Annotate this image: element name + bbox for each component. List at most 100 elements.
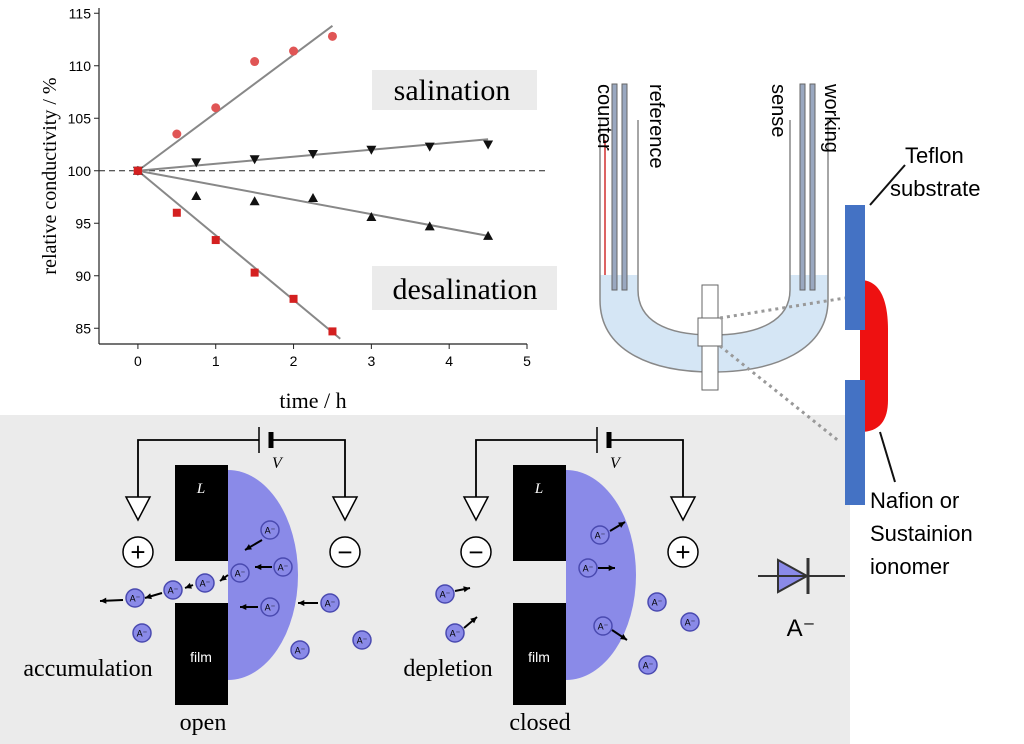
arrow-head bbox=[463, 586, 470, 593]
ion-label: A⁻ bbox=[595, 531, 606, 541]
ion-label: A⁻ bbox=[130, 594, 141, 604]
fit-line bbox=[137, 169, 341, 340]
state-label: open bbox=[180, 710, 227, 736]
ion-label: A⁻ bbox=[450, 629, 461, 639]
x-axis-label: time / h bbox=[279, 388, 346, 413]
x-tick-label: 0 bbox=[134, 353, 142, 369]
ion bbox=[578, 558, 598, 578]
length-label: L bbox=[534, 481, 543, 497]
point bbox=[424, 142, 435, 152]
ionomer-label: Sustainion bbox=[870, 521, 973, 546]
ion-label: A⁻ bbox=[168, 586, 179, 596]
annotation-box bbox=[372, 70, 537, 110]
y-tick-label: 85 bbox=[75, 320, 91, 336]
electrode-sign bbox=[122, 536, 154, 568]
annotation: desalination bbox=[393, 273, 538, 306]
annotation: salination bbox=[394, 74, 511, 107]
pointer bbox=[879, 431, 896, 483]
electrolyte bbox=[600, 275, 828, 372]
point bbox=[483, 230, 494, 240]
arrow-head bbox=[298, 599, 305, 607]
arrow-head bbox=[618, 522, 625, 528]
ion bbox=[290, 640, 310, 660]
arrow-head bbox=[178, 467, 185, 475]
ion-label: A⁻ bbox=[265, 603, 276, 613]
teflon bbox=[845, 205, 865, 330]
point bbox=[191, 190, 202, 200]
ion-label: A⁻ bbox=[583, 564, 594, 574]
ionomer-label: Nafion or bbox=[870, 488, 959, 513]
point bbox=[308, 193, 318, 203]
point bbox=[172, 129, 182, 139]
electrode-label: sense bbox=[767, 84, 789, 137]
voltage-label: V bbox=[610, 455, 622, 472]
ion-label: A⁻ bbox=[357, 636, 368, 646]
fit-line bbox=[137, 25, 334, 172]
ionomer-label: ionomer bbox=[870, 554, 949, 579]
ion bbox=[647, 592, 667, 612]
electrode-sign bbox=[329, 536, 361, 568]
terminal bbox=[124, 496, 152, 522]
electrode bbox=[799, 83, 806, 291]
y-tick-label: 95 bbox=[75, 215, 91, 231]
electrode-label: working bbox=[820, 83, 842, 153]
point bbox=[366, 211, 377, 221]
terminal bbox=[331, 496, 359, 522]
ion bbox=[593, 616, 613, 636]
ion-label: A⁻ bbox=[652, 598, 663, 608]
y-tick-label: 90 bbox=[75, 268, 91, 284]
ionomer bbox=[860, 280, 888, 432]
process-label: accumulation bbox=[23, 656, 152, 682]
arrow-head bbox=[240, 603, 247, 611]
length-label: L bbox=[196, 481, 205, 497]
arrow-head bbox=[255, 563, 262, 571]
point bbox=[133, 166, 142, 175]
teflon bbox=[845, 380, 865, 505]
electrode bbox=[809, 83, 816, 291]
ion-label: A⁻ bbox=[137, 629, 148, 639]
y-axis-label: relative conductivity / % bbox=[39, 77, 61, 274]
ion bbox=[445, 623, 465, 643]
zoom-line bbox=[719, 344, 841, 444]
point bbox=[250, 268, 259, 277]
x-tick-label: 1 bbox=[212, 353, 220, 369]
substrate-label: substrate bbox=[890, 176, 981, 201]
sign-label: − bbox=[468, 537, 483, 567]
ion-label: A⁻ bbox=[325, 599, 336, 609]
substrate-label: Teflon bbox=[905, 143, 964, 168]
point bbox=[211, 236, 220, 245]
y-tick-label: 100 bbox=[68, 163, 92, 179]
ionomer bbox=[566, 470, 636, 680]
electrode-label: counter bbox=[593, 84, 615, 151]
arrow-head bbox=[516, 467, 523, 475]
state-label: closed bbox=[509, 710, 570, 736]
point bbox=[249, 196, 260, 206]
ion-label: A⁻ bbox=[235, 569, 246, 579]
film bbox=[513, 603, 566, 705]
ion bbox=[260, 597, 280, 617]
point bbox=[328, 327, 337, 336]
sign-label: − bbox=[337, 537, 352, 567]
ion-label: A⁻ bbox=[278, 563, 289, 573]
ion-label: A⁻ bbox=[598, 622, 609, 632]
ion bbox=[132, 623, 152, 643]
arrow-head bbox=[218, 467, 225, 475]
ion bbox=[230, 563, 250, 583]
y-tick-label: 105 bbox=[68, 110, 92, 126]
ion bbox=[352, 630, 372, 650]
point bbox=[289, 46, 299, 56]
arrow-head bbox=[470, 617, 477, 624]
arrow-head bbox=[185, 582, 192, 589]
ion bbox=[195, 573, 215, 593]
arrow-head bbox=[608, 564, 615, 572]
process-label: depletion bbox=[403, 656, 492, 682]
ion bbox=[260, 520, 280, 540]
circuit bbox=[475, 439, 684, 497]
ion-label: A⁻ bbox=[200, 579, 211, 589]
ion-label: A⁻ bbox=[685, 618, 696, 628]
ion bbox=[680, 612, 700, 632]
film bbox=[175, 603, 228, 705]
ion bbox=[273, 557, 293, 577]
point bbox=[483, 140, 494, 150]
